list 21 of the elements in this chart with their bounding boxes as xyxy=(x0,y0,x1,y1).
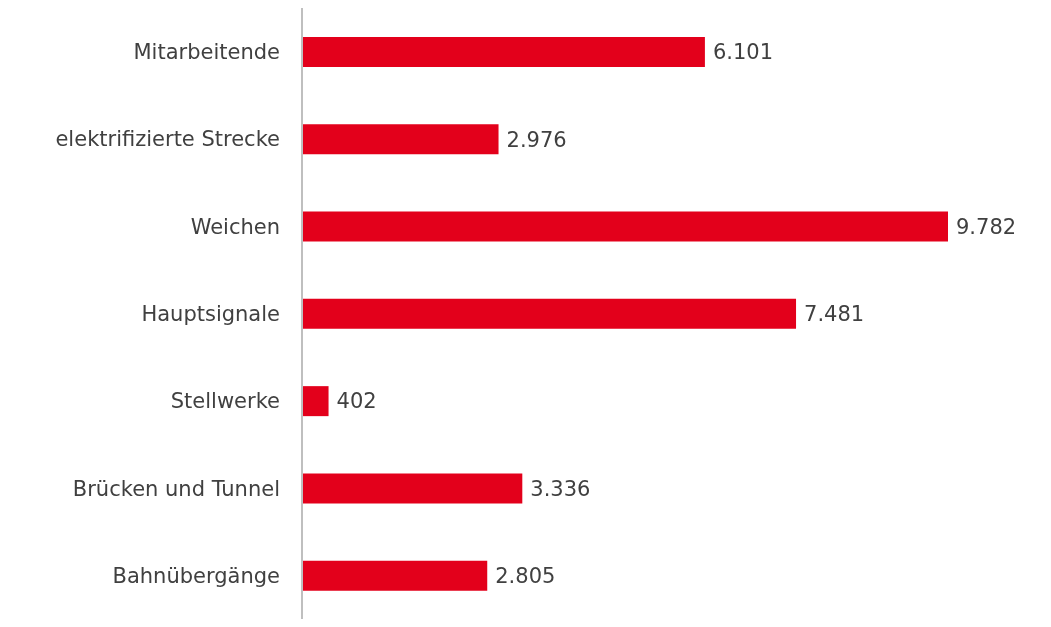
data-label: 7.481 xyxy=(804,302,865,327)
data-label: 2.976 xyxy=(506,127,567,152)
y-tick-label: Bahnübergänge xyxy=(112,563,280,588)
data-label: 402 xyxy=(336,389,377,414)
y-tick-label: Hauptsignale xyxy=(141,301,280,326)
y-tick-label: Weichen xyxy=(190,214,280,239)
data-label: 2.805 xyxy=(495,564,556,589)
data-label: 9.782 xyxy=(956,214,1017,239)
bar xyxy=(302,298,797,329)
data-label: 3.336 xyxy=(530,476,591,501)
bar xyxy=(302,124,499,155)
bar xyxy=(302,386,329,417)
y-tick-label: Mitarbeitende xyxy=(133,40,280,65)
bar xyxy=(302,560,488,591)
bar xyxy=(302,211,948,242)
bar xyxy=(302,37,705,67)
y-tick-label: Brücken und Tunnel xyxy=(72,476,280,501)
y-tick-label: elektrifizierte Strecke xyxy=(55,127,280,152)
data-label: 6.101 xyxy=(712,40,774,65)
y-tick-label: Stellwerke xyxy=(170,389,280,414)
bar xyxy=(302,473,523,504)
